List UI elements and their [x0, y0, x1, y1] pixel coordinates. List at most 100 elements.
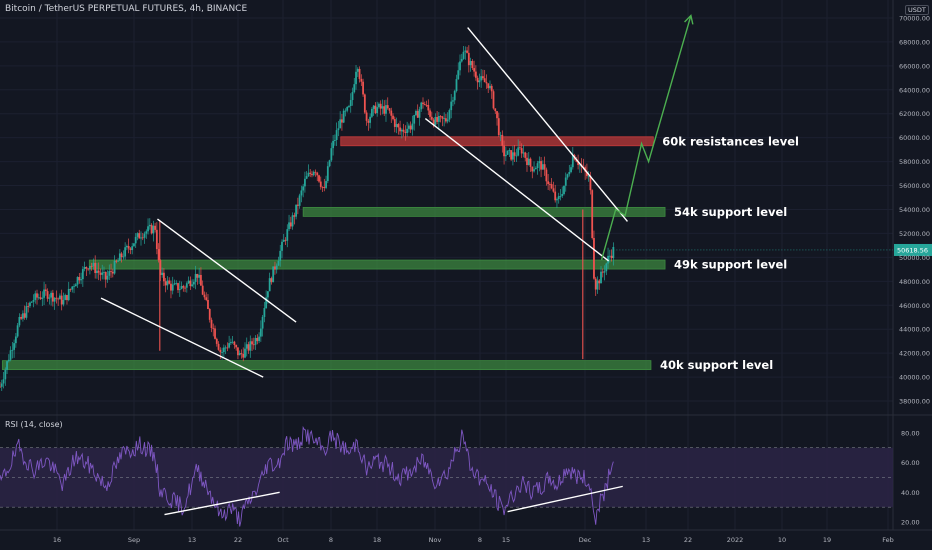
candle-body: [237, 347, 239, 356]
candle-body: [515, 155, 518, 157]
candle-body: [478, 80, 481, 83]
candle-body: [418, 109, 421, 118]
candle-body: [594, 278, 597, 290]
candle-body: [235, 345, 238, 348]
candle-body: [496, 111, 498, 119]
candle-body: [136, 233, 139, 237]
candle-body: [210, 319, 213, 328]
candle-body: [13, 343, 15, 350]
candle-body: [252, 344, 255, 346]
price-tick-label: 40000.00: [899, 374, 930, 382]
candle-body: [87, 268, 90, 270]
candle-body: [7, 359, 10, 362]
price-tick-label: 58000.00: [899, 158, 930, 166]
candle-body: [141, 237, 144, 239]
candle-body: [194, 273, 197, 282]
candle-body: [43, 289, 45, 298]
candle-body: [476, 77, 479, 83]
candle-body: [326, 166, 329, 182]
projection-line: [600, 15, 692, 260]
candle-body: [379, 103, 382, 109]
candle-body: [168, 280, 171, 284]
price-levels: 60k resistances level 54k support level 49…: [1, 134, 799, 372]
candle-body: [170, 283, 172, 291]
price-tick-label: 68000.00: [899, 38, 930, 46]
candle-body: [330, 148, 333, 161]
candle-body: [284, 239, 287, 241]
candle-body: [88, 266, 91, 270]
time-tick-label: Feb: [882, 536, 894, 544]
candle-body: [400, 129, 403, 132]
candle-body: [605, 263, 608, 272]
currency-unit[interactable]: USDT: [905, 5, 929, 15]
candle-body: [328, 160, 331, 167]
candle-body: [191, 284, 194, 287]
candle-body: [259, 328, 262, 337]
candle-body: [365, 112, 368, 121]
candle-body: [504, 154, 507, 157]
level-label: 54k support level: [674, 205, 787, 219]
candle-body: [34, 293, 37, 300]
candle-body: [229, 342, 232, 344]
candle-body: [268, 278, 271, 292]
candle-body: [577, 161, 579, 165]
candle-body: [97, 270, 100, 273]
candle-body: [286, 229, 289, 241]
candle-body: [295, 204, 297, 217]
candle-body: [80, 279, 82, 281]
level-zone-support: [1, 360, 652, 371]
rsi-line: [0, 425, 614, 527]
candle-body: [148, 224, 151, 227]
candle-body: [416, 111, 419, 118]
candle-body: [192, 281, 195, 285]
price-tick-label: 62000.00: [899, 110, 930, 118]
candle-body: [393, 119, 396, 127]
candle-body: [550, 184, 553, 189]
candle-body: [439, 116, 442, 117]
candle-body: [556, 199, 558, 201]
candle-body: [540, 161, 542, 170]
candle-body: [265, 297, 268, 309]
candle-body: [78, 276, 81, 281]
candle-body: [598, 280, 601, 284]
candle-body: [159, 260, 162, 276]
candle-body: [64, 295, 67, 300]
time-tick-label: 8: [329, 536, 333, 544]
candle-body: [9, 350, 12, 360]
candle-body: [411, 123, 414, 130]
candle-body: [233, 341, 236, 346]
candle-body: [44, 289, 47, 292]
candle-body: [180, 286, 183, 289]
candle-body: [346, 106, 349, 111]
candle-body: [41, 297, 44, 299]
candle-body: [18, 316, 21, 326]
candle-body: [534, 168, 537, 170]
candle-body: [254, 337, 257, 345]
candle-body: [524, 152, 527, 158]
candle-body: [152, 225, 155, 234]
projection-arrowhead: [684, 14, 694, 25]
candle-body: [307, 172, 310, 177]
candle-body: [53, 297, 56, 302]
candle-body: [492, 91, 495, 109]
candle-body: [258, 336, 260, 342]
candle-body: [547, 181, 550, 185]
candle-body: [420, 102, 423, 110]
candle-body: [520, 148, 523, 154]
candle-body: [499, 134, 502, 136]
time-tick-label: Dec: [579, 536, 592, 544]
candle-body: [60, 295, 63, 305]
candle-body: [587, 175, 590, 177]
candle-body: [397, 124, 400, 128]
candle-body: [76, 276, 79, 285]
candle-body: [106, 275, 109, 280]
price-tick-label: 52000.00: [899, 230, 930, 238]
candle-body: [494, 108, 497, 112]
candle-body: [564, 177, 567, 186]
candle-body: [531, 166, 534, 172]
rsi-title: RSI (14, close): [5, 420, 63, 429]
candle-body: [29, 302, 31, 307]
candle-body: [316, 172, 319, 176]
candle-body: [118, 253, 121, 261]
